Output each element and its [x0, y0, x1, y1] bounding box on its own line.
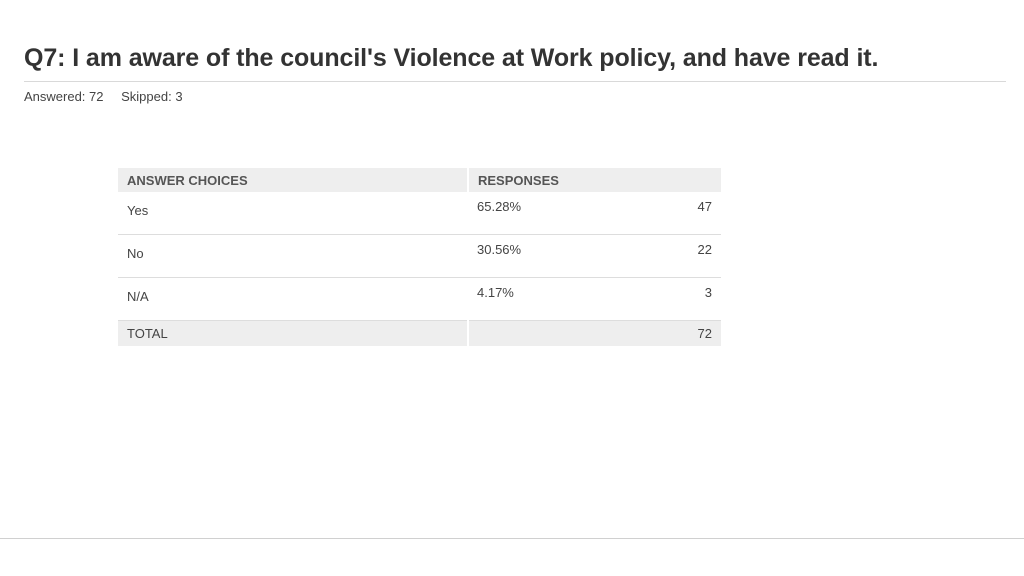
skipped-count: Skipped: 3: [121, 89, 183, 104]
answered-count: Answered: 72: [24, 89, 104, 104]
response-percent: 4.17%: [468, 277, 635, 321]
response-stats: Answered: 72 Skipped: 3: [24, 89, 183, 104]
response-count: 47: [634, 192, 721, 235]
header-answer-choices: ANSWER CHOICES: [118, 168, 469, 192]
table-header-row: ANSWER CHOICES RESPONSES: [118, 168, 721, 192]
response-percent: 30.56%: [468, 234, 635, 278]
header-responses: RESPONSES: [468, 168, 721, 192]
answer-choice: No: [118, 234, 468, 278]
question-title: Q7: I am aware of the council's Violence…: [24, 44, 879, 72]
table-row: Yes 65.28% 47: [118, 192, 721, 235]
total-label: TOTAL: [118, 320, 469, 346]
title-divider: [24, 81, 1006, 82]
answer-choice: Yes: [118, 192, 468, 235]
table-row: No 30.56% 22: [118, 234, 721, 278]
response-count: 22: [634, 234, 721, 278]
response-count: 3: [634, 277, 721, 321]
response-percent: 65.28%: [468, 192, 635, 235]
results-table: ANSWER CHOICES RESPONSES Yes 65.28% 47 N…: [118, 168, 721, 346]
answer-choice: N/A: [118, 277, 468, 321]
total-spacer: [468, 320, 635, 346]
table-total-row: TOTAL 72: [118, 320, 721, 346]
total-count: 72: [634, 320, 721, 346]
footer-divider: [0, 538, 1024, 539]
table-row: N/A 4.17% 3: [118, 277, 721, 321]
